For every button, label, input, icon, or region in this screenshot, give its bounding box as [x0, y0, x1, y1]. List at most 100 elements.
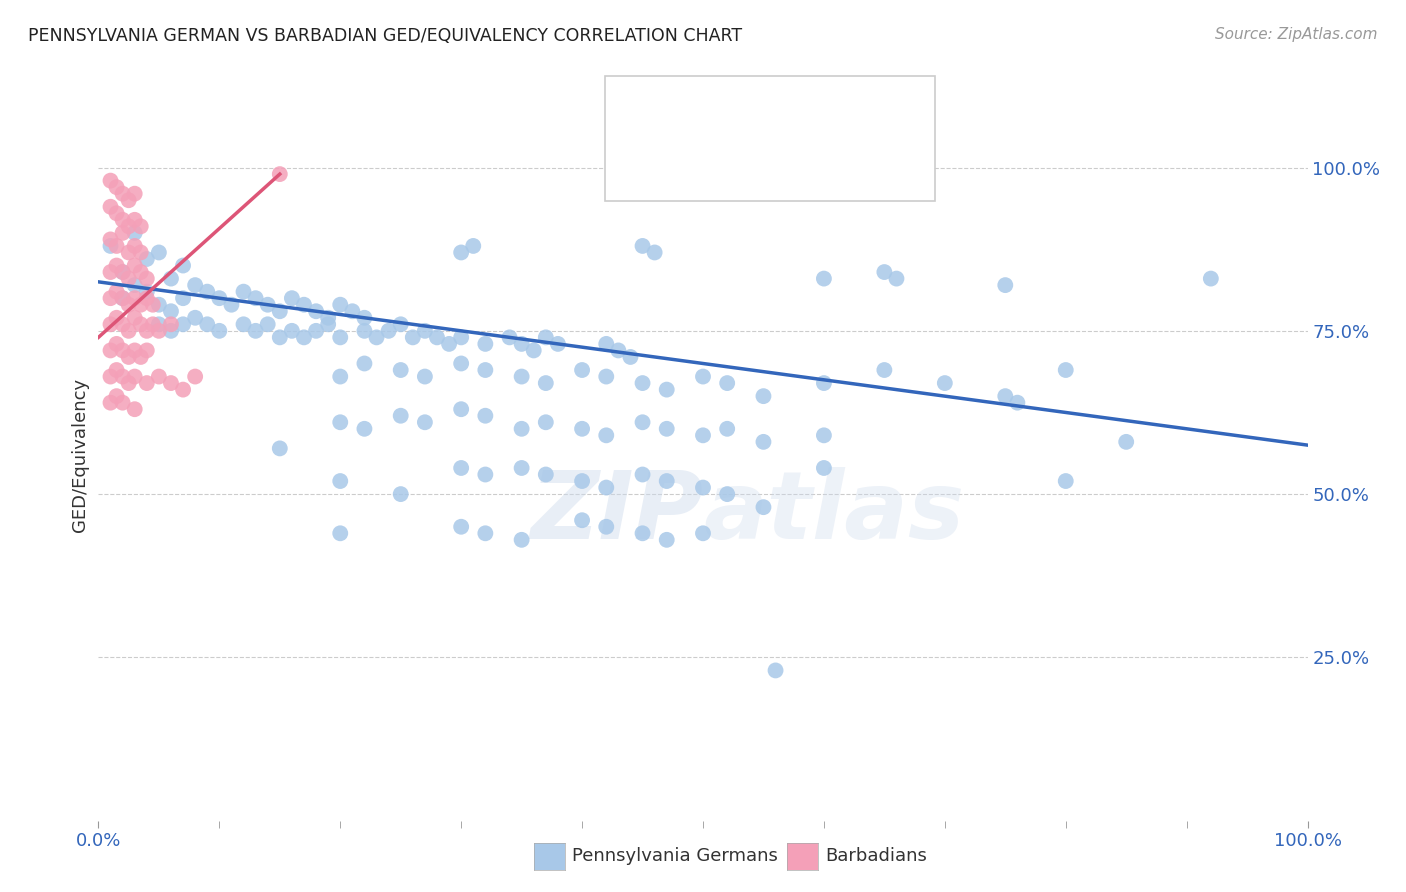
- Point: [124, 259, 146, 273]
- Point: [195, 285, 218, 299]
- Point: [111, 291, 134, 305]
- Point: [994, 278, 1017, 293]
- Point: [595, 369, 617, 384]
- Point: [124, 402, 146, 417]
- Point: [305, 304, 328, 318]
- Point: [463, 239, 485, 253]
- Point: [813, 461, 835, 475]
- Point: [631, 239, 654, 253]
- Point: [124, 310, 146, 325]
- Point: [172, 318, 194, 332]
- Point: [655, 422, 678, 436]
- Point: [474, 337, 496, 351]
- Point: [232, 318, 254, 332]
- Point: [813, 428, 835, 442]
- Point: [316, 310, 339, 325]
- Point: [105, 285, 128, 299]
- Point: [450, 402, 472, 417]
- Point: [118, 245, 141, 260]
- Point: [389, 318, 412, 332]
- Point: [450, 520, 472, 534]
- Point: [142, 318, 165, 332]
- Point: [413, 369, 436, 384]
- Point: [269, 167, 291, 181]
- Point: [124, 291, 146, 305]
- Point: [523, 343, 546, 358]
- Point: [105, 239, 128, 253]
- Point: [269, 442, 291, 456]
- Point: [534, 376, 557, 390]
- Point: [631, 526, 654, 541]
- Point: [752, 389, 775, 403]
- Point: [655, 533, 678, 547]
- Point: [118, 324, 141, 338]
- Point: [100, 291, 122, 305]
- Point: [118, 271, 141, 285]
- Point: [571, 513, 593, 527]
- Point: [281, 324, 304, 338]
- Point: [402, 330, 425, 344]
- Point: [474, 526, 496, 541]
- Point: [100, 343, 122, 358]
- Text: ZIP: ZIP: [530, 467, 703, 559]
- Point: [172, 383, 194, 397]
- Point: [450, 330, 472, 344]
- Point: [316, 318, 339, 332]
- Point: [619, 350, 641, 364]
- Point: [450, 245, 472, 260]
- Point: [184, 278, 207, 293]
- Point: [886, 271, 908, 285]
- Point: [105, 310, 128, 325]
- Point: [208, 291, 231, 305]
- Point: [135, 271, 157, 285]
- Point: [184, 369, 207, 384]
- Point: [221, 298, 243, 312]
- Point: [571, 363, 593, 377]
- Point: [111, 369, 134, 384]
- Point: [160, 318, 183, 332]
- Text: R = -0.249   N = 76: R = -0.249 N = 76: [673, 111, 851, 128]
- Point: [160, 376, 183, 390]
- Point: [595, 428, 617, 442]
- Point: [510, 422, 533, 436]
- Point: [474, 363, 496, 377]
- Point: [118, 219, 141, 234]
- Point: [160, 324, 183, 338]
- Point: [100, 232, 122, 246]
- Point: [994, 389, 1017, 403]
- Point: [129, 219, 152, 234]
- Point: [534, 467, 557, 482]
- Point: [498, 330, 520, 344]
- Point: [292, 298, 315, 312]
- Point: [389, 487, 412, 501]
- Point: [118, 193, 141, 207]
- Point: [208, 324, 231, 338]
- Point: [329, 474, 352, 488]
- Point: [269, 330, 291, 344]
- Point: [329, 526, 352, 541]
- Point: [655, 474, 678, 488]
- Point: [366, 330, 388, 344]
- Point: [172, 259, 194, 273]
- Point: [813, 376, 835, 390]
- Point: [105, 337, 128, 351]
- Point: [129, 298, 152, 312]
- Point: [329, 298, 352, 312]
- Point: [129, 245, 152, 260]
- Point: [100, 265, 122, 279]
- Point: [510, 461, 533, 475]
- Point: [118, 298, 141, 312]
- Point: [124, 343, 146, 358]
- Point: [105, 363, 128, 377]
- Point: [873, 363, 896, 377]
- Text: Barbadians: Barbadians: [825, 847, 927, 865]
- Point: [765, 664, 787, 678]
- Point: [124, 212, 146, 227]
- Point: [111, 265, 134, 279]
- Point: [437, 337, 460, 351]
- Point: [655, 383, 678, 397]
- Point: [631, 415, 654, 429]
- Point: [281, 291, 304, 305]
- Point: [413, 415, 436, 429]
- Text: atlas: atlas: [703, 467, 965, 559]
